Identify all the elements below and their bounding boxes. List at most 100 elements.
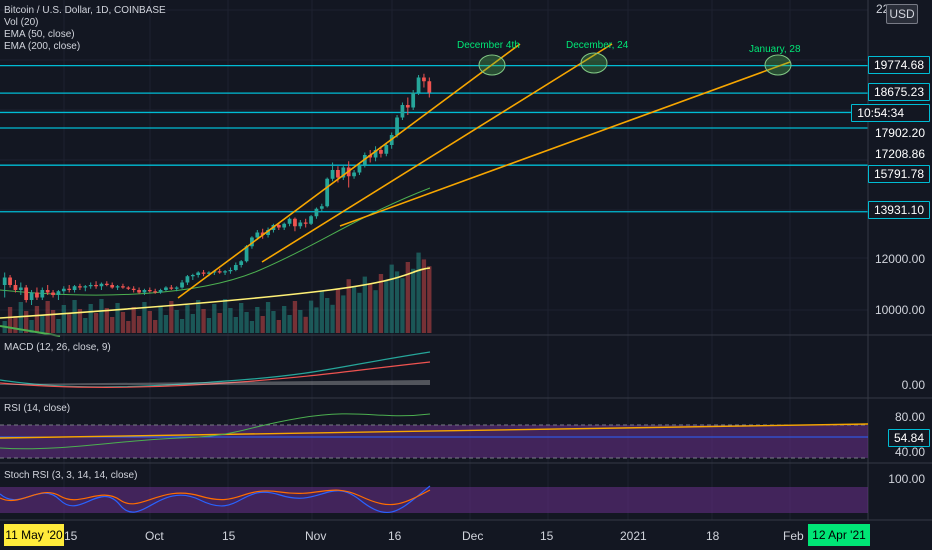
volume-bar [303,316,308,333]
candle-body [78,286,82,288]
volume-bar [201,309,206,333]
volume-bar [179,319,185,333]
volume-bar [416,252,421,333]
rsi-panel [0,413,869,459]
volume-bar [346,279,351,333]
candle-body [207,272,211,274]
volume-bar [292,301,298,333]
time-badge-end: 12 Apr '21 [808,524,870,546]
candle-body [137,290,141,293]
volume-bar [244,312,249,333]
volume-bar [131,307,136,333]
volume-bar [206,318,212,333]
candle-body [405,105,410,108]
stoch-band [0,487,868,513]
candle-body [51,292,55,295]
candle-body [233,265,238,270]
candle-body [8,277,12,285]
volume-bar [287,315,292,333]
indicator-vol[interactable]: Vol (20) [4,17,39,28]
rsi-value-label: 54.84 [887,429,930,447]
candle-body [164,287,168,290]
trendlines[interactable] [177,43,792,299]
candle-body [94,285,98,287]
volume-bar [67,314,72,333]
trendline [339,61,791,227]
symbol-title: Bitcoin / U.S. Dollar, 1D, COINBASE [4,5,166,16]
time-tick: 18 [706,529,720,543]
currency-button[interactable]: USD [886,4,918,24]
volume-bar [249,321,255,333]
candle-body [330,170,335,179]
macd-tick: 0.00 [901,378,925,392]
volume-bar [351,286,357,333]
candle-body [276,225,281,228]
countdown-label: 10:54:34 [851,104,930,122]
time-tick: 15 [540,529,554,543]
candle-body [153,291,158,293]
price-label-13931: 13931.10 [867,201,930,219]
volume-bar [325,298,330,333]
candle-body [266,230,270,235]
volume-bar [265,302,271,333]
candle-body [13,285,18,290]
volume-bar [394,271,400,333]
time-tick: Oct [145,529,164,543]
candle-body [88,285,93,287]
annotation-december-4th: December 4th [457,40,520,51]
candle-body [282,223,287,228]
volume-bar [378,274,384,333]
candlesticks [2,73,432,305]
volume-bar [384,280,389,333]
volume-bar [271,311,276,333]
price-tick-12000: 12000.00 [874,252,925,266]
candle-body [373,150,378,158]
rsi-tick-40: 40.00 [894,445,925,459]
macd-title[interactable]: MACD (12, 26, close, 9) [4,342,111,353]
volume-bar [110,317,115,333]
volume-bars [2,252,432,333]
time-tick: Nov [305,529,327,543]
candle-body [158,290,163,293]
volume-bar [319,291,324,333]
volume-bar [314,307,319,333]
time-tick: 16 [388,529,402,543]
indicator-ema50[interactable]: EMA (50, close) [4,29,75,40]
volume-bar [405,262,410,333]
volume-bar [83,318,88,333]
volume-bar [335,288,341,333]
candle-body [357,165,362,173]
volume-bar [29,320,34,333]
time-tick: Dec [462,529,484,543]
indicator-ema200[interactable]: EMA (200, close) [4,41,81,52]
volume-bar [56,319,61,333]
rsi-title[interactable]: RSI (14, close) [4,403,71,414]
candle-body [400,105,405,118]
candle-body [411,92,416,108]
candle-body [228,270,233,272]
volume-bar [411,268,416,333]
candle-body [56,291,61,295]
candle-body [180,282,184,288]
volume-bar [77,309,83,333]
candle-body [115,286,120,288]
volume-bar [136,316,142,333]
candle-body [395,117,399,135]
volume-bar [308,300,314,333]
volume-bar [400,278,405,333]
price-label-17208: 17208.86 [874,147,925,161]
grid-lines [0,0,868,520]
candle-body [131,288,136,290]
candle-body [319,206,324,209]
stoch-title[interactable]: Stoch RSI (3, 3, 14, 14, close) [4,470,138,481]
candle-body [2,277,7,285]
volume-bar [362,276,367,333]
macd-histogram [0,380,430,385]
volume-bar [239,303,244,333]
candle-body [196,272,201,275]
candle-body [201,272,206,274]
candle-body [223,271,227,273]
candle-body [422,77,426,82]
candle-body [250,237,254,247]
